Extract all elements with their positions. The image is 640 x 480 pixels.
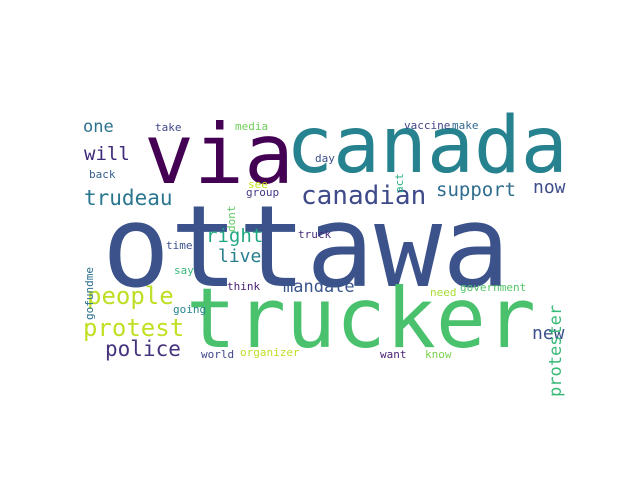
word-now: now <box>533 177 566 198</box>
word-act: act <box>393 173 406 193</box>
word-via: via <box>144 106 294 203</box>
word-new: new <box>532 323 565 344</box>
word-group: group <box>246 186 280 199</box>
word-protest: protest <box>83 314 185 342</box>
word-make: make <box>452 119 479 132</box>
word-going: going <box>173 303 207 316</box>
word-police: police <box>105 337 181 361</box>
word-know: know <box>425 348 452 361</box>
word-need: need <box>430 286 457 299</box>
word-world: world <box>201 348 235 361</box>
word-ottawa: ottawa <box>102 181 511 313</box>
word-right: right <box>206 225 264 247</box>
word-time: time <box>166 239 193 252</box>
word-gofundme: gofundme <box>83 267 96 320</box>
word-canadian: canadian <box>301 181 427 211</box>
word-vaccine: vaccine <box>404 119 451 132</box>
word-media: media <box>235 120 269 133</box>
word-support: support <box>436 179 517 201</box>
word-will: will <box>84 143 130 165</box>
word-truck: truck <box>298 228 332 241</box>
word-see: see <box>248 178 268 191</box>
word-back: back <box>89 168 116 181</box>
word-mandate: mandate <box>283 277 355 297</box>
word-people: people <box>87 282 174 310</box>
word-government: government <box>460 281 527 294</box>
word-take: take <box>155 121 182 134</box>
word-say: say <box>174 264 194 277</box>
word-live: live <box>218 246 262 267</box>
word-organizer: organizer <box>240 346 300 359</box>
word-canada: canada <box>286 101 568 191</box>
word-want: want <box>380 348 407 361</box>
word-day: day <box>315 152 335 165</box>
word-dont: dont <box>225 205 238 233</box>
word-protester: protester <box>546 304 566 397</box>
word-cloud: ottawa trucker canada via canadian prote… <box>80 106 568 397</box>
word-trudeau: trudeau <box>84 186 173 210</box>
word-think: think <box>227 280 261 293</box>
word-trucker: trucker <box>186 270 536 367</box>
word-one: one <box>83 117 114 137</box>
